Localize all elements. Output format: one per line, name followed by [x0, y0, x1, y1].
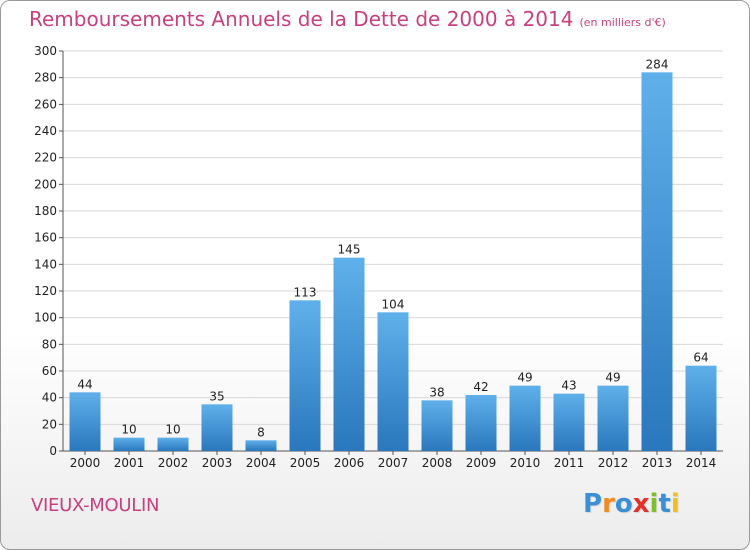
bar-2005: [289, 300, 321, 451]
value-label-2007: 104: [382, 297, 405, 311]
y-tick-label: 120: [34, 284, 57, 298]
logo-letter: r: [602, 489, 615, 519]
value-label-2009: 42: [473, 380, 488, 394]
x-tick-label-2007: 2007: [378, 456, 409, 470]
y-tick-label: 160: [34, 231, 57, 245]
chart-title-text: Remboursements Annuels de la Dette de 20…: [29, 7, 574, 31]
chart-unit: (en milliers d'€): [579, 16, 666, 29]
labels: 0 20 40 60 80 100 120 140 160 180 200 220 240 260 280 3…: [34, 44, 716, 470]
value-label-2013: 284: [646, 57, 669, 71]
bar-2007: [377, 312, 409, 451]
y-tick-label: 60: [42, 364, 57, 378]
y-tick-label: 140: [34, 257, 57, 271]
x-tick-label-2003: 2003: [202, 456, 233, 470]
x-tick-label-2004: 2004: [246, 456, 277, 470]
y-tick-label: 260: [34, 97, 57, 111]
bar-2014: [685, 365, 717, 451]
bar-2002: [157, 437, 189, 451]
location-name: VIEUX-MOULIN: [31, 495, 160, 516]
y-tick-label: 80: [42, 337, 57, 351]
x-tick-label-2001: 2001: [114, 456, 145, 470]
value-label-2006: 145: [338, 243, 361, 257]
bar-2009: [465, 395, 497, 451]
logo-letter: i: [649, 489, 659, 519]
value-label-2008: 38: [429, 385, 444, 399]
value-label-2001: 10: [121, 423, 136, 437]
x-tick-label-2000: 2000: [70, 456, 101, 470]
x-tick-label-2011: 2011: [554, 456, 585, 470]
y-tick-label: 200: [34, 177, 57, 191]
logo-letter: o: [614, 489, 633, 519]
y-tick-label: 0: [49, 444, 57, 458]
y-tick-label: 180: [34, 204, 57, 218]
x-tick-label-2014: 2014: [686, 456, 717, 470]
x-tick-label-2013: 2013: [642, 456, 673, 470]
x-tick-label-2009: 2009: [466, 456, 497, 470]
y-tick-label: 40: [42, 391, 57, 405]
bar-2012: [597, 385, 629, 451]
y-tick-label: 20: [42, 417, 57, 431]
bar-2011: [553, 393, 585, 451]
logo-letter: x: [632, 489, 650, 519]
bar-2008: [421, 400, 453, 451]
logo-letter: P: [583, 489, 603, 519]
bar-2010: [509, 385, 541, 451]
y-tick-label: 240: [34, 124, 57, 138]
x-tick-label-2002: 2002: [158, 456, 189, 470]
bar-2003: [201, 404, 233, 451]
value-label-2011: 43: [561, 379, 576, 393]
logo-letter: i: [670, 489, 680, 519]
x-tick-label-2012: 2012: [598, 456, 629, 470]
proxiti-logo: Proxiti: [583, 489, 680, 519]
logo-letter: t: [658, 489, 671, 519]
x-tick-label-2005: 2005: [290, 456, 321, 470]
chart-title: Remboursements Annuels de la Dette de 20…: [29, 7, 666, 31]
bar-2006: [333, 257, 365, 451]
bar-2000: [69, 392, 101, 451]
value-label-2004: 8: [257, 425, 265, 439]
y-tick-label: 100: [34, 311, 57, 325]
bar-2013: [641, 72, 673, 451]
y-tick-label: 280: [34, 71, 57, 85]
bar-2001: [113, 437, 145, 451]
x-tick-label-2006: 2006: [334, 456, 365, 470]
value-label-2014: 64: [693, 351, 708, 365]
bar-2004: [245, 440, 277, 451]
y-tick-label: 300: [34, 44, 57, 58]
value-label-2002: 10: [165, 423, 180, 437]
value-label-2010: 49: [517, 371, 532, 385]
value-label-2000: 44: [77, 377, 92, 391]
value-label-2012: 49: [605, 371, 620, 385]
x-tick-label-2010: 2010: [510, 456, 541, 470]
value-label-2003: 35: [209, 389, 224, 403]
x-tick-label-2008: 2008: [422, 456, 453, 470]
bars: [69, 72, 717, 451]
y-tick-label: 220: [34, 151, 57, 165]
value-label-2005: 113: [294, 285, 317, 299]
